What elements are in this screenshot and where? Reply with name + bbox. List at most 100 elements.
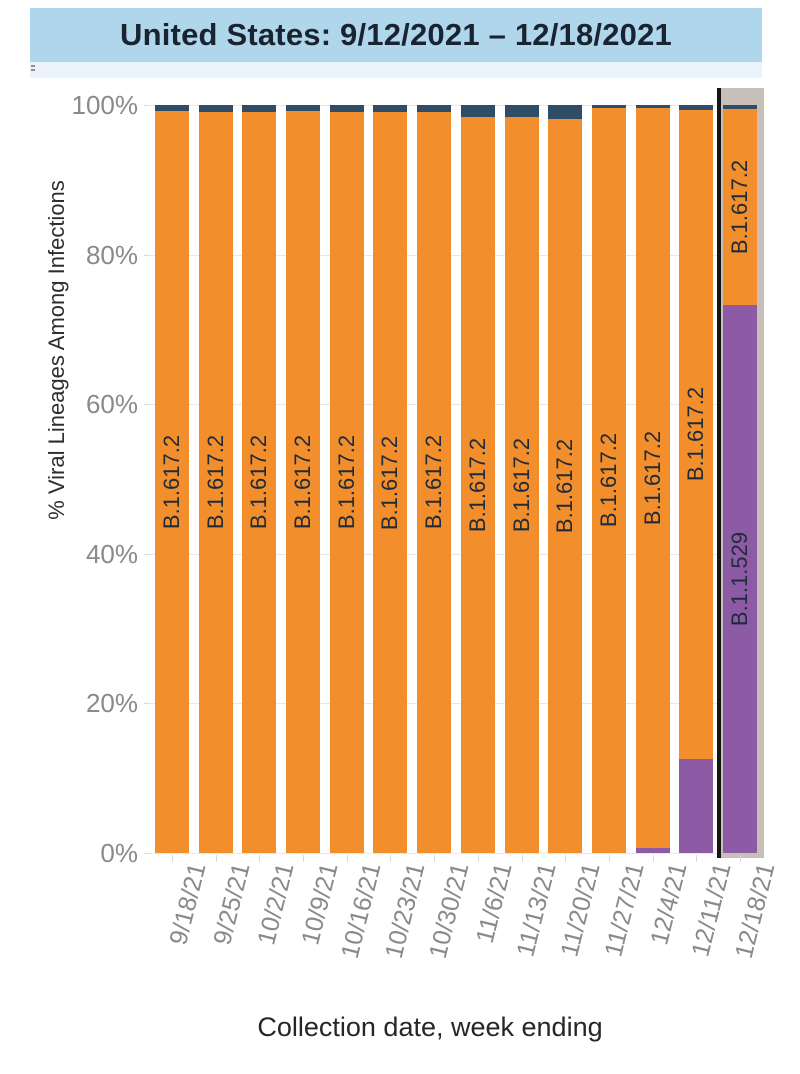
bar-12/4/21: B.1.617.2 bbox=[635, 105, 670, 853]
x-tick-label: 9/18/21 bbox=[164, 860, 213, 948]
x-tick-mark bbox=[477, 855, 479, 862]
bar-segment-B.1.617.2[interactable]: B.1.617.2 bbox=[679, 110, 714, 759]
bar-segment-B.1.617.2[interactable]: B.1.617.2 bbox=[242, 111, 277, 853]
bar-segment-Other[interactable] bbox=[329, 105, 364, 112]
gridline-20 bbox=[150, 703, 762, 705]
bar-segment-label: B.1.617.2 bbox=[333, 435, 359, 530]
bar-segment-B.1.1.529[interactable] bbox=[679, 758, 714, 853]
bar-segment-label: B.1.617.2 bbox=[464, 437, 490, 533]
y-tick-label: 80% bbox=[85, 239, 138, 270]
x-tick-label: 12/11/21 bbox=[686, 860, 737, 960]
x-tick-mark bbox=[259, 855, 261, 862]
bar-11/13/21: B.1.617.2 bbox=[504, 105, 539, 853]
x-tick-label: 11/6/21 bbox=[471, 860, 519, 946]
y-tick-label: 0% bbox=[100, 838, 138, 868]
x-tick-label: 12/4/21 bbox=[645, 860, 693, 948]
bar-segment-label: B.1.617.2 bbox=[202, 435, 228, 530]
x-axis-title: Collection date, week ending bbox=[257, 1012, 603, 1042]
bar-segment-B.1.617.2[interactable]: B.1.617.2 bbox=[417, 111, 452, 853]
gridline-0 bbox=[150, 853, 762, 854]
y-tick-mark bbox=[144, 853, 150, 854]
y-tick-label: 40% bbox=[85, 538, 138, 569]
bar-segment-B.1.617.2[interactable]: B.1.617.2 bbox=[548, 119, 583, 853]
gridline-80 bbox=[150, 254, 762, 256]
x-tick-label: 9/25/21 bbox=[208, 860, 256, 948]
gridline-40 bbox=[150, 553, 762, 555]
bar-segment-label: B.1.617.2 bbox=[290, 434, 315, 530]
x-tick-label: 11/27/21 bbox=[598, 860, 650, 960]
x-tick-mark bbox=[171, 855, 173, 862]
bar-12/18/21: B.1.617.2 B.1.1.529 bbox=[723, 105, 758, 853]
x-tick-mark bbox=[390, 855, 392, 862]
bar-11/20/21: B.1.617.2 bbox=[548, 105, 583, 853]
y-tick-label: 60% bbox=[85, 389, 138, 420]
y-tick-mark bbox=[144, 404, 150, 406]
bar-segment-label: B.1.617.2 bbox=[508, 437, 534, 533]
x-tick-label: 10/9/21 bbox=[295, 860, 344, 948]
x-tick-label: 10/23/21 bbox=[379, 860, 431, 962]
bar-segment-label: B.1.617.2 bbox=[246, 435, 272, 530]
bar-segment-B.1.1.529[interactable] bbox=[635, 847, 670, 853]
y-tick-mark bbox=[144, 254, 150, 256]
bar-segment-Other[interactable] bbox=[679, 105, 714, 111]
y-tick-label: 20% bbox=[85, 688, 138, 719]
scroll-grip-icon[interactable] bbox=[31, 65, 35, 75]
bar-segment-label: B.1.617.2 bbox=[552, 439, 578, 534]
chart-title-bar: United States: 9/12/2021 – 12/18/2021 bbox=[30, 8, 762, 62]
x-tick-mark bbox=[609, 855, 610, 862]
bar-10/2/21: B.1.617.2 bbox=[242, 105, 277, 853]
bar-segment-B.1.617.2[interactable]: B.1.617.2 bbox=[635, 107, 670, 848]
y-tick-mark bbox=[144, 105, 150, 106]
x-tick-label: 12/18/21 bbox=[729, 860, 781, 962]
bar-9/25/21: B.1.617.2 bbox=[198, 105, 233, 853]
bar-segment-Other[interactable] bbox=[417, 105, 452, 112]
bar-segment-label: B.1.617.2 bbox=[596, 433, 621, 528]
bar-segment-B.1.617.2[interactable]: B.1.617.2 bbox=[198, 111, 233, 853]
x-tick-label: 10/16/21 bbox=[336, 860, 387, 962]
bar-segment-Other[interactable] bbox=[460, 105, 495, 117]
bar-segment-Other[interactable] bbox=[635, 105, 670, 108]
bar-11/6/21: B.1.617.2 bbox=[460, 105, 495, 853]
title-underline-strip bbox=[30, 62, 762, 78]
bar-segment-B.1.617.2[interactable]: B.1.617.2 bbox=[154, 110, 189, 853]
bar-segment-B.1.617.2[interactable]: B.1.617.2 bbox=[373, 112, 408, 853]
bar-segment-Other[interactable] bbox=[723, 105, 758, 109]
bar-segment-Other[interactable] bbox=[504, 105, 539, 117]
bar-segment-Other[interactable] bbox=[592, 105, 626, 108]
bar-segment-Other[interactable] bbox=[198, 105, 233, 112]
bar-segment-label: B.1.617.2 bbox=[158, 434, 184, 530]
bar-segment-B.1.617.2[interactable]: B.1.617.2 bbox=[329, 111, 364, 853]
y-tick-mark bbox=[144, 553, 150, 555]
x-tick-mark bbox=[434, 855, 436, 862]
bar-10/16/21: B.1.617.2 bbox=[329, 105, 364, 853]
bar-segment-B.1.617.2[interactable]: B.1.617.2 bbox=[504, 116, 539, 853]
y-tick-label: 100% bbox=[71, 90, 139, 120]
x-tick-mark bbox=[652, 855, 654, 862]
bar-segment-Other[interactable] bbox=[373, 105, 408, 113]
bar-segment-B.1.617.2[interactable]: B.1.617.2 bbox=[460, 116, 495, 853]
bar-segment-label: B.1.617.2 bbox=[639, 430, 665, 525]
bar-segment-label: B.1.617.2 bbox=[727, 160, 753, 255]
x-tick-label: 10/30/21 bbox=[423, 860, 475, 962]
bar-segment-B.1.617.2[interactable]: B.1.617.2 bbox=[286, 110, 320, 853]
x-tick-mark bbox=[740, 855, 742, 862]
gridline-100 bbox=[150, 105, 762, 106]
bar-segment-B.1.617.2[interactable]: B.1.617.2 bbox=[592, 107, 626, 853]
x-tick-mark bbox=[521, 855, 523, 862]
bar-12/11/21: B.1.617.2 bbox=[679, 105, 714, 853]
bar-segment-B.1.1.529[interactable]: B.1.1.529 bbox=[723, 305, 758, 853]
bar-segment-label: B.1.1.529 bbox=[727, 532, 753, 627]
bar-segment-B.1.617.2[interactable]: B.1.617.2 bbox=[723, 108, 758, 306]
bar-10/23/21: B.1.617.2 bbox=[373, 105, 408, 853]
x-tick-label: 10/2/21 bbox=[252, 860, 300, 948]
bar-segment-Other[interactable] bbox=[242, 105, 277, 112]
x-tick-mark bbox=[346, 855, 348, 862]
bar-segment-Other[interactable] bbox=[548, 105, 583, 120]
bar-segment-Other[interactable] bbox=[286, 105, 320, 111]
bar-segment-Other[interactable] bbox=[154, 105, 189, 111]
bar-10/30/21: B.1.617.2 bbox=[417, 105, 452, 853]
x-tick-mark bbox=[565, 855, 567, 862]
bar-11/27/21: B.1.617.2 bbox=[592, 105, 626, 853]
